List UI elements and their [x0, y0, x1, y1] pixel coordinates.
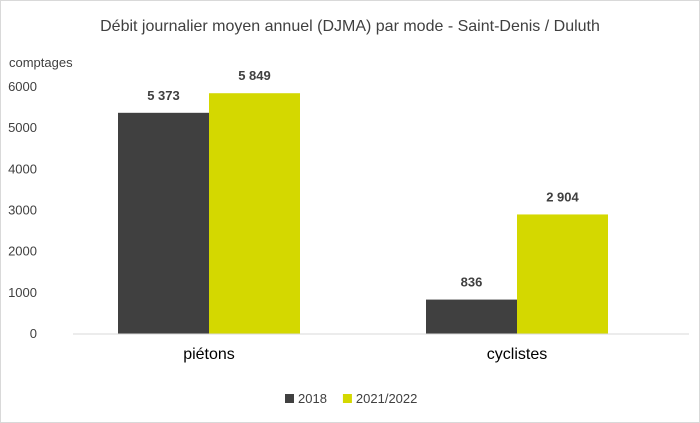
category-label: piétons — [183, 346, 235, 363]
bars — [118, 93, 608, 335]
y-tick-label: 6000 — [8, 79, 37, 94]
category-labels: piétons cyclistes — [183, 346, 547, 363]
legend: 2018 2021/2022 — [285, 391, 417, 406]
legend-swatch — [285, 394, 294, 403]
y-tick-label: 3000 — [8, 203, 37, 218]
data-labels: 5 373 5 849 836 2 904 — [147, 68, 579, 289]
chart-title: Débit journalier moyen annuel (DJMA) par… — [100, 18, 600, 35]
y-tick-label: 4000 — [8, 161, 37, 176]
y-axis-ticks: 0 1000 2000 3000 4000 5000 6000 — [8, 79, 37, 341]
category-label: cyclistes — [487, 346, 547, 363]
y-tick-label: 5000 — [8, 120, 37, 135]
legend-swatch — [342, 394, 352, 403]
bar-20212022-0 — [209, 93, 300, 335]
bar-2018-1 — [426, 299, 517, 334]
data-label: 5 373 — [147, 88, 180, 103]
y-tick-label: 1000 — [8, 285, 37, 300]
data-label: 2 904 — [546, 189, 579, 204]
data-label: 5 849 — [238, 68, 271, 83]
bar-20212022-1 — [517, 214, 608, 334]
y-tick-label: 0 — [30, 326, 37, 341]
legend-label: 2018 — [298, 391, 327, 406]
y-tick-label: 2000 — [8, 244, 37, 259]
legend-label: 2021/2022 — [356, 391, 417, 406]
y-axis-label: comptages — [9, 55, 73, 70]
data-label: 836 — [461, 275, 483, 290]
bar-2018-0 — [118, 112, 209, 335]
